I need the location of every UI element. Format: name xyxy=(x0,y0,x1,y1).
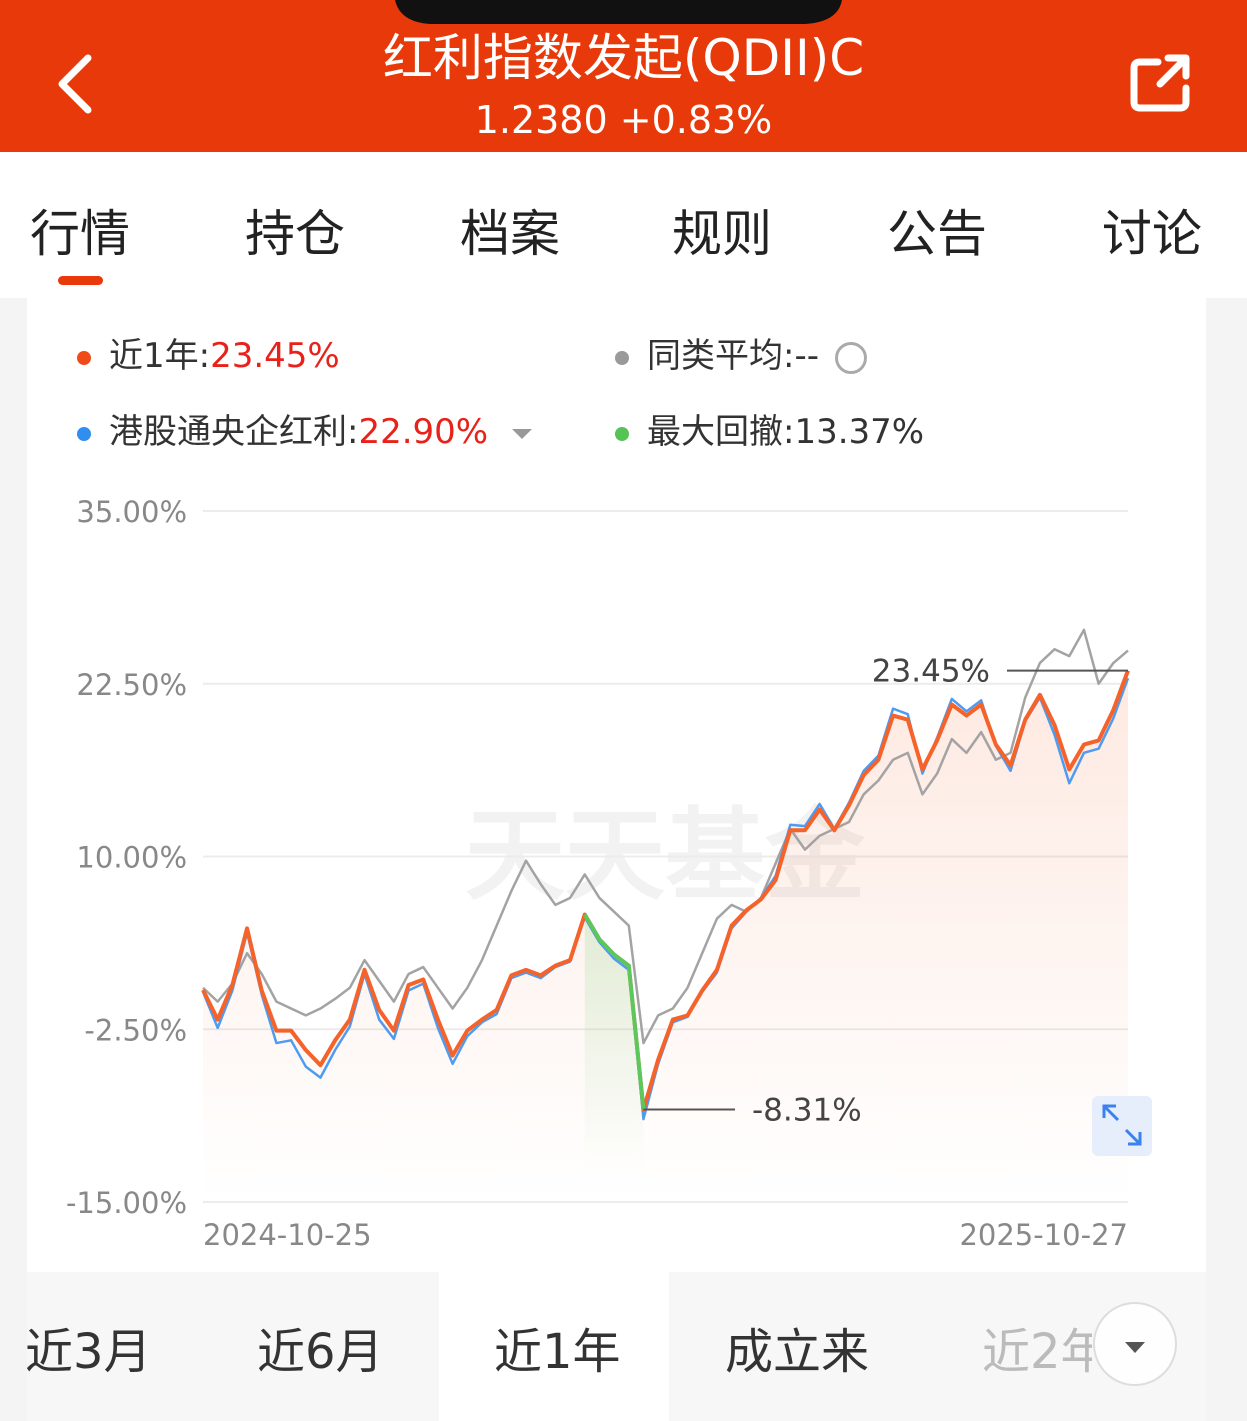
range-tab[interactable]: 近2年 xyxy=(982,1324,1092,1380)
legend-item: 最大回撤:13.37% xyxy=(615,404,924,453)
info-icon[interactable] xyxy=(835,341,868,374)
range-tab[interactable]: 近1年 xyxy=(494,1324,621,1380)
legend-item: 近1年:23.45% xyxy=(77,328,340,377)
dropdown-arrow[interactable] xyxy=(512,428,533,439)
annotation: 23.45% xyxy=(872,654,990,690)
x-tick-label: 2025-10-27 xyxy=(959,1218,1128,1252)
tab[interactable]: 规则 xyxy=(672,205,772,263)
more-button[interactable] xyxy=(1093,1302,1177,1386)
header: 红利指数发起(QDII)C 1.2380 +0.83% xyxy=(0,0,1247,152)
legend-label: 同类平均: xyxy=(647,336,795,376)
range-tab[interactable]: 成立来 xyxy=(725,1324,870,1380)
legend-item: 港股通央企红利:22.90% xyxy=(77,404,533,453)
legend-dot xyxy=(77,350,91,365)
camera-notch xyxy=(395,0,842,24)
expand-button[interactable] xyxy=(1092,1096,1152,1156)
y-tick-label: 10.00% xyxy=(76,841,187,875)
range-tab[interactable]: 近6月 xyxy=(257,1324,384,1380)
expand-icon xyxy=(1102,1104,1142,1146)
series-line xyxy=(201,669,1130,1112)
expand-bg xyxy=(1092,1096,1152,1156)
legend-label: 最大回撤: xyxy=(647,412,795,452)
range-tabs: 近3月 近6月 近1年 成立来 近2年 xyxy=(27,1272,1206,1421)
y-tick-label: 35.00% xyxy=(76,495,187,529)
area xyxy=(203,670,1128,1202)
legend-label: 港股通央企红利: xyxy=(109,412,359,452)
range-tab[interactable]: 近3月 xyxy=(27,1324,152,1380)
title: 红利指数发起(QDII)C xyxy=(382,29,865,87)
selected-range-bg xyxy=(439,1272,669,1421)
drawdown-line xyxy=(583,913,646,1110)
x-tick-label: 2024-10-25 xyxy=(203,1218,372,1252)
tab[interactable]: 公告 xyxy=(887,205,987,263)
tab[interactable]: 行情 xyxy=(30,205,130,263)
legend-item: 同类平均:-- xyxy=(615,328,868,377)
legend-dot xyxy=(615,426,629,441)
subtitle: 1.2380 +0.83% xyxy=(474,98,773,142)
back-button[interactable] xyxy=(58,54,92,114)
legend-value: -- xyxy=(794,336,820,376)
series-line xyxy=(202,628,1129,1045)
legend-value: 22.90% xyxy=(358,412,489,452)
tab[interactable]: 档案 xyxy=(460,205,560,263)
tab-indicator xyxy=(58,276,103,285)
y-tick-label: -2.50% xyxy=(84,1013,187,1047)
more-arrow xyxy=(1125,1342,1145,1353)
legend-value: 23.45% xyxy=(210,336,340,376)
tab[interactable]: 讨论 xyxy=(1102,205,1202,263)
annotation: -8.31% xyxy=(752,1093,862,1129)
header-icons xyxy=(58,0,1190,114)
y-tick-label: -15.00% xyxy=(66,1186,187,1220)
legend-value: 13.37% xyxy=(794,412,925,452)
legend-dot xyxy=(615,350,629,365)
tab[interactable]: 持仓 xyxy=(245,205,345,263)
legend-dot xyxy=(77,426,91,441)
tab-bar: 行情 持仓 档案 规则 公告 讨论 xyxy=(0,152,1247,298)
share-button[interactable] xyxy=(1130,54,1190,112)
legend-label: 近1年: xyxy=(109,336,211,376)
y-tick-label: 22.50% xyxy=(76,668,187,702)
